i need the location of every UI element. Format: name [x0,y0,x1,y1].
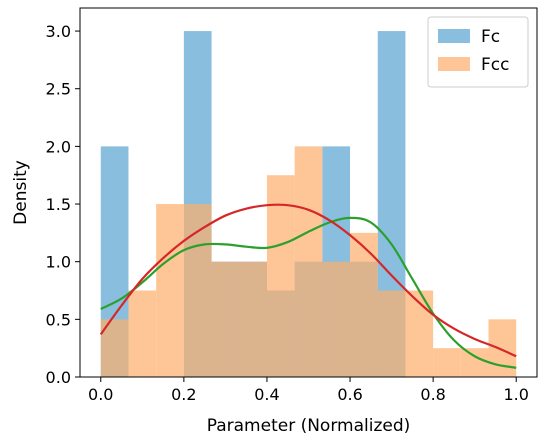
bar-fcc-12 [433,348,461,377]
bar-fcc-6 [266,175,295,377]
legend-swatch-fcc [438,57,470,71]
y-tick-label-0: 0.0 [46,368,71,387]
y-tick-label-5: 2.5 [46,80,71,99]
legend-frame [427,16,529,88]
bar-fcc-4 [211,261,240,377]
x-tick-label-2: 0.4 [254,385,279,404]
x-axis: 0.0 0.2 0.4 0.6 0.8 1.0 [88,377,529,404]
plot-area-frame [79,7,538,378]
bar-fcc-13 [460,348,489,377]
x-tick-label-0: 0.0 [88,385,113,404]
bar-fcc-2 [156,204,184,377]
bar-fcc-1 [128,290,157,377]
kde-line-1 [99,203,517,358]
bar-fcc-5 [239,261,267,377]
kde-lines [99,203,517,369]
legend-label-fcc: Fcc [481,55,509,75]
y-tick-label-6: 3.0 [46,22,71,41]
y-tick-label-3: 1.5 [46,195,71,214]
bar-fcc-14 [488,319,517,377]
y-axis: 0.0 0.5 1.0 1.5 2.0 2.5 3.0 [46,22,80,387]
y-axis-label: Density [11,160,31,225]
legend: Fc Fcc [427,16,529,88]
legend-label-fc: Fc [481,27,500,47]
y-tick-label-2: 1.0 [46,253,71,272]
bar-fcc-9 [350,232,378,377]
x-tick-label-4: 0.8 [420,385,445,404]
legend-swatch-fc [438,29,470,43]
x-tick-label-3: 0.6 [337,385,362,404]
kde-line-0 [100,216,517,369]
series-fcc-bars [100,146,517,377]
y-tick-label-1: 0.5 [46,310,71,329]
bar-fcc-3 [183,204,212,377]
bar-fcc-7 [294,146,323,377]
x-axis-label: Parameter (Normalized) [207,416,411,436]
bar-fcc-10 [377,290,406,377]
bar-fcc-8 [322,261,351,377]
x-tick-label-5: 1.0 [504,385,529,404]
x-tick-label-1: 0.2 [171,385,196,404]
y-tick-label-4: 2.0 [46,137,71,156]
